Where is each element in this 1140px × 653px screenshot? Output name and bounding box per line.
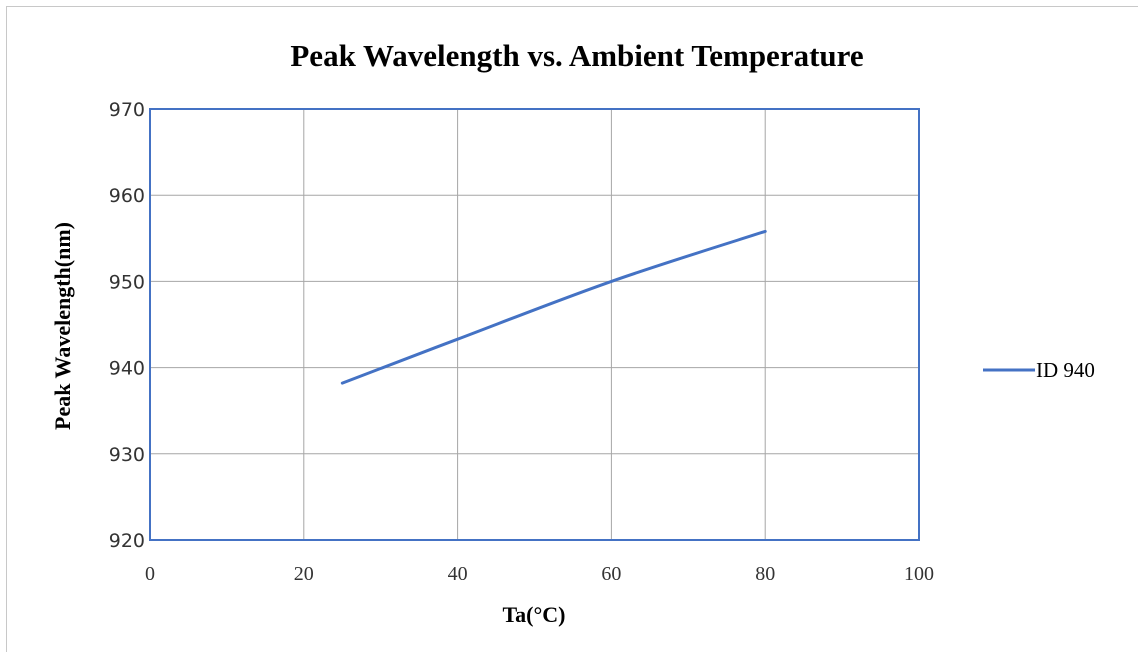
x-tick-labels: 0 20 40 60 80 100 bbox=[145, 563, 934, 585]
x-tick-label-60: 60 bbox=[601, 563, 621, 585]
x-tick-label-40: 40 bbox=[448, 563, 468, 585]
legend-label: ID 940 bbox=[1036, 358, 1095, 382]
chart-frame bbox=[6, 6, 1138, 652]
y-tick-label-920: 920 bbox=[109, 530, 145, 552]
grid bbox=[149, 108, 920, 541]
y-tick-label-970: 970 bbox=[109, 99, 145, 121]
series-line-0[interactable] bbox=[340, 229, 767, 385]
legend[interactable]: ID 940 bbox=[983, 358, 1095, 382]
plot-area-border bbox=[149, 108, 920, 541]
y-tick-label-960: 960 bbox=[109, 185, 145, 207]
series-layer bbox=[340, 229, 767, 385]
x-tick-label-0: 0 bbox=[145, 563, 155, 585]
y-tick-label-940: 940 bbox=[109, 358, 145, 380]
y-tick-label-930: 930 bbox=[109, 444, 145, 466]
x-tick-label-80: 80 bbox=[755, 563, 775, 585]
y-tick-labels: 920 930 940 950 960 970 bbox=[109, 99, 145, 552]
x-tick-label-20: 20 bbox=[294, 563, 314, 585]
y-axis-title: Peak Wavelength(nm) bbox=[50, 222, 75, 430]
x-axis-title: Ta(°C) bbox=[503, 602, 566, 627]
chart-title: Peak Wavelength vs. Ambient Temperature bbox=[290, 38, 863, 73]
x-tick-label-100: 100 bbox=[904, 563, 934, 585]
y-tick-label-950: 950 bbox=[109, 271, 145, 293]
